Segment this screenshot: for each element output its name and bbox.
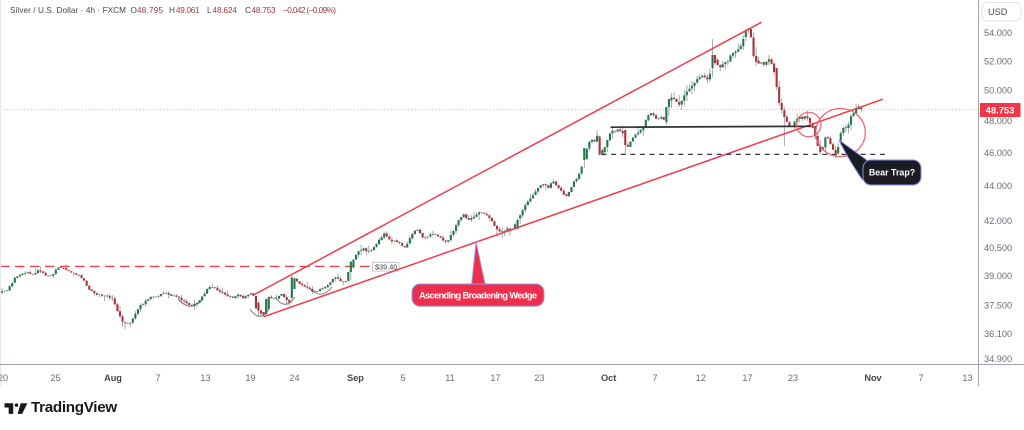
svg-text:$39.40: $39.40 <box>375 262 397 271</box>
svg-text:Sep: Sep <box>347 373 364 383</box>
svg-text:34.900: 34.900 <box>984 354 1012 364</box>
svg-text:37.500: 37.500 <box>984 301 1012 311</box>
svg-text:Aug: Aug <box>104 373 122 383</box>
svg-text:−0.042 (−0.09%): −0.042 (−0.09%) <box>283 6 336 15</box>
svg-text:24: 24 <box>289 373 299 383</box>
svg-text:L: L <box>207 6 212 15</box>
svg-text:19: 19 <box>245 373 255 383</box>
svg-text:Bear Trap?: Bear Trap? <box>869 168 915 178</box>
svg-text:11: 11 <box>445 373 455 383</box>
svg-text:23: 23 <box>788 373 798 383</box>
svg-text:7: 7 <box>652 373 657 383</box>
svg-text:36.100: 36.100 <box>984 329 1012 339</box>
svg-text:H: H <box>169 6 175 15</box>
svg-text:39.000: 39.000 <box>984 271 1012 281</box>
svg-text:25: 25 <box>50 373 60 383</box>
svg-text:50.000: 50.000 <box>984 86 1012 96</box>
svg-text:TradingView: TradingView <box>31 399 117 416</box>
svg-text:7: 7 <box>155 373 160 383</box>
svg-text:12: 12 <box>696 373 706 383</box>
svg-text:17: 17 <box>742 373 752 383</box>
svg-text:48.624: 48.624 <box>213 6 238 15</box>
svg-text:Silver / U.S. Dollar · 4h · FX: Silver / U.S. Dollar · 4h · FXCM <box>10 6 126 15</box>
svg-text:17: 17 <box>490 373 500 383</box>
svg-text:Nov: Nov <box>864 373 882 383</box>
svg-text:48.753: 48.753 <box>252 6 276 15</box>
svg-text:49.061: 49.061 <box>176 6 200 15</box>
svg-text:48.753: 48.753 <box>986 105 1015 116</box>
svg-text:48.795: 48.795 <box>137 6 163 15</box>
svg-text:48.000: 48.000 <box>984 116 1012 126</box>
svg-text:7: 7 <box>918 373 923 383</box>
svg-text:C: C <box>245 6 251 15</box>
svg-text:42.000: 42.000 <box>984 216 1012 226</box>
svg-text:13: 13 <box>962 373 972 383</box>
svg-text:Ascending Broadening Wedge: Ascending Broadening Wedge <box>419 291 537 301</box>
svg-text:5: 5 <box>400 373 405 383</box>
svg-text:O: O <box>131 6 137 15</box>
svg-text:20: 20 <box>0 373 8 383</box>
svg-text:23: 23 <box>534 373 544 383</box>
svg-text:44.000: 44.000 <box>984 181 1012 191</box>
svg-text:40.500: 40.500 <box>984 243 1012 253</box>
svg-text:USD: USD <box>988 7 1008 17</box>
svg-text:52.000: 52.000 <box>984 56 1012 66</box>
svg-text:Oct: Oct <box>601 373 616 383</box>
svg-text:13: 13 <box>200 373 210 383</box>
svg-text:46.000: 46.000 <box>984 148 1012 158</box>
svg-text:54.000: 54.000 <box>984 28 1012 38</box>
